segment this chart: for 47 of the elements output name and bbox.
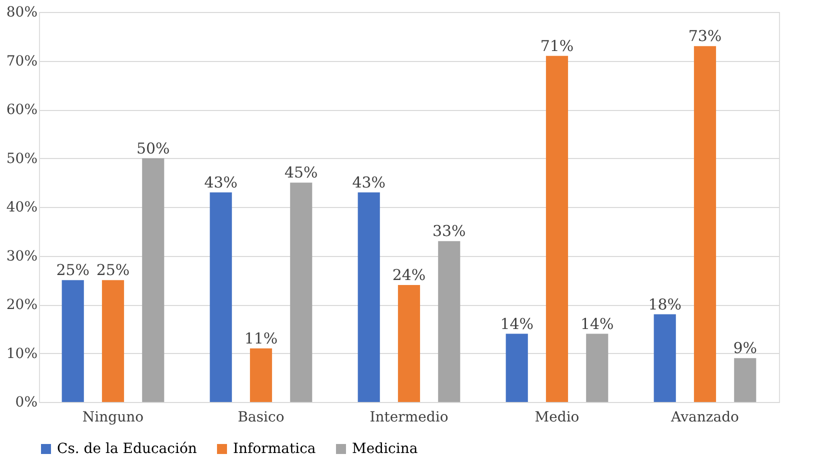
y-tick-label: 70% xyxy=(6,53,38,70)
data-label: 25% xyxy=(56,261,90,280)
bar xyxy=(142,158,164,402)
data-label: 43% xyxy=(204,173,238,192)
bar xyxy=(102,280,124,402)
x-tick-label: Avanzado xyxy=(670,410,739,426)
data-label: 9% xyxy=(733,339,758,358)
data-label: 18% xyxy=(648,295,682,314)
data-label: 71% xyxy=(540,36,574,55)
bar xyxy=(694,46,716,402)
data-label: 14% xyxy=(580,314,614,333)
data-label: 25% xyxy=(96,261,130,280)
y-tick-label: 50% xyxy=(6,150,38,167)
data-label: 11% xyxy=(244,329,278,348)
y-tick-label: 30% xyxy=(6,248,38,264)
x-tick-label: Basico xyxy=(238,410,284,426)
bar xyxy=(546,56,568,402)
bar xyxy=(358,192,380,402)
bar xyxy=(654,314,676,402)
data-label: 33% xyxy=(432,222,466,240)
bar xyxy=(438,241,460,402)
data-label: 43% xyxy=(352,173,386,192)
legend-label: Informatica xyxy=(233,441,316,457)
y-tick-label: 80% xyxy=(6,4,38,20)
legend-label: Cs. de la Educación xyxy=(57,441,197,457)
data-label: 73% xyxy=(688,27,722,46)
data-label: 24% xyxy=(392,266,426,284)
y-tick-label: 20% xyxy=(6,297,38,313)
bar xyxy=(250,348,272,402)
bar xyxy=(398,285,420,402)
data-label: 14% xyxy=(500,314,534,333)
bar xyxy=(506,334,528,402)
data-label: 50% xyxy=(136,139,170,158)
y-tick-label: 0% xyxy=(15,394,38,410)
y-tick-label: 60% xyxy=(6,102,38,118)
x-tick-label: Medio xyxy=(534,410,580,426)
x-tick-label: Ninguno xyxy=(82,410,144,426)
legend-label: Medicina xyxy=(352,441,418,457)
bar xyxy=(210,192,232,402)
bar xyxy=(586,334,608,402)
bar xyxy=(62,280,84,402)
bar xyxy=(734,358,756,402)
bar xyxy=(290,182,312,402)
x-tick-label: Intermedio xyxy=(370,410,448,426)
data-label: 45% xyxy=(284,164,318,182)
y-tick-label: 40% xyxy=(6,200,38,216)
y-tick-label: 10% xyxy=(6,346,38,362)
